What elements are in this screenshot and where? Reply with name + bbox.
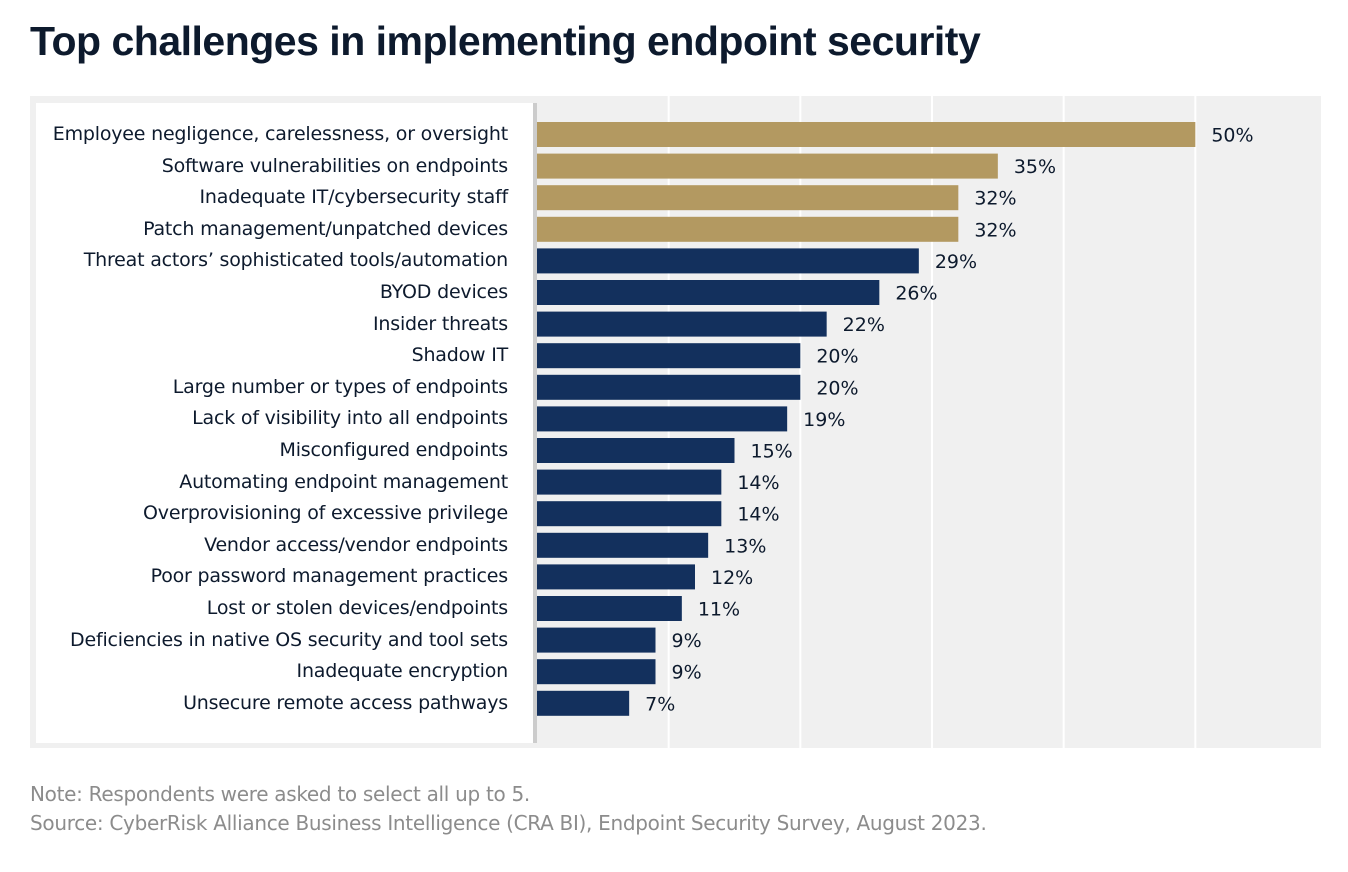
category-label: Inadequate encryption bbox=[296, 660, 509, 683]
bar bbox=[537, 406, 788, 432]
data-label: 22% bbox=[843, 314, 885, 336]
bar bbox=[537, 532, 709, 558]
category-label: Overprovisioning of excessive privilege bbox=[143, 502, 508, 525]
bar bbox=[537, 469, 722, 495]
category-label: Unsecure remote access pathways bbox=[183, 691, 508, 714]
data-label: 7% bbox=[645, 693, 675, 715]
bar bbox=[537, 248, 919, 274]
category-label: Automating endpoint management bbox=[179, 470, 508, 493]
data-label: 14% bbox=[737, 504, 779, 526]
data-label: 32% bbox=[974, 188, 1016, 210]
category-label: Large number or types of endpoints bbox=[172, 375, 508, 398]
data-label: 20% bbox=[816, 377, 858, 399]
category-label: Deficiencies in native OS security and t… bbox=[70, 628, 508, 651]
chart-note: Note: Respondents were asked to select a… bbox=[30, 782, 530, 806]
bar bbox=[537, 627, 656, 653]
category-label: Poor password management practices bbox=[150, 565, 509, 588]
data-label: 11% bbox=[698, 599, 740, 621]
data-label: 13% bbox=[724, 535, 766, 557]
data-label: 32% bbox=[974, 219, 1016, 241]
bar bbox=[537, 438, 735, 463]
category-label: Employee negligence, carelessness, or ov… bbox=[52, 123, 508, 145]
bar bbox=[537, 659, 656, 685]
bar bbox=[537, 374, 801, 400]
chart-title: Top challenges in implementing endpoint … bbox=[30, 18, 981, 64]
data-label: 35% bbox=[1014, 156, 1056, 178]
data-label: 19% bbox=[803, 409, 845, 431]
category-label: Vendor access/vendor endpoints bbox=[204, 533, 508, 556]
bar bbox=[537, 501, 722, 527]
bar bbox=[537, 564, 695, 590]
data-label: 50% bbox=[1211, 125, 1253, 147]
category-label: Inadequate IT/cybersecurity staff bbox=[199, 186, 509, 209]
bar bbox=[537, 311, 827, 337]
data-label: 9% bbox=[672, 662, 702, 684]
bar bbox=[537, 690, 630, 716]
bar bbox=[537, 153, 998, 179]
data-label: 20% bbox=[816, 346, 858, 368]
category-label: Shadow IT bbox=[411, 344, 509, 367]
bar bbox=[537, 216, 959, 242]
category-label: Insider threats bbox=[373, 312, 508, 335]
bar bbox=[537, 596, 682, 621]
bar bbox=[537, 280, 880, 305]
data-label: 14% bbox=[737, 472, 779, 494]
data-label: 26% bbox=[895, 283, 937, 305]
data-label: 12% bbox=[711, 567, 753, 589]
category-label-panel bbox=[36, 103, 534, 743]
bar bbox=[537, 122, 1196, 147]
category-label: Lost or stolen devices/endpoints bbox=[206, 597, 508, 619]
category-label: Patch management/unpatched devices bbox=[143, 217, 508, 240]
data-label: 9% bbox=[672, 630, 702, 652]
bar bbox=[537, 185, 959, 211]
category-label: BYOD devices bbox=[379, 281, 508, 303]
category-label: Threat actors’ sophisticated tools/autom… bbox=[83, 249, 508, 272]
data-label: 29% bbox=[935, 251, 977, 273]
category-label: Software vulnerabilities on endpoints bbox=[161, 154, 508, 177]
y-axis-line bbox=[533, 103, 537, 743]
category-label: Misconfigured endpoints bbox=[279, 439, 509, 461]
bar bbox=[537, 343, 801, 369]
chart-source: Source: CyberRisk Alliance Business Inte… bbox=[30, 811, 987, 835]
category-label: Lack of visibility into all endpoints bbox=[192, 407, 508, 430]
data-label: 15% bbox=[751, 441, 793, 463]
